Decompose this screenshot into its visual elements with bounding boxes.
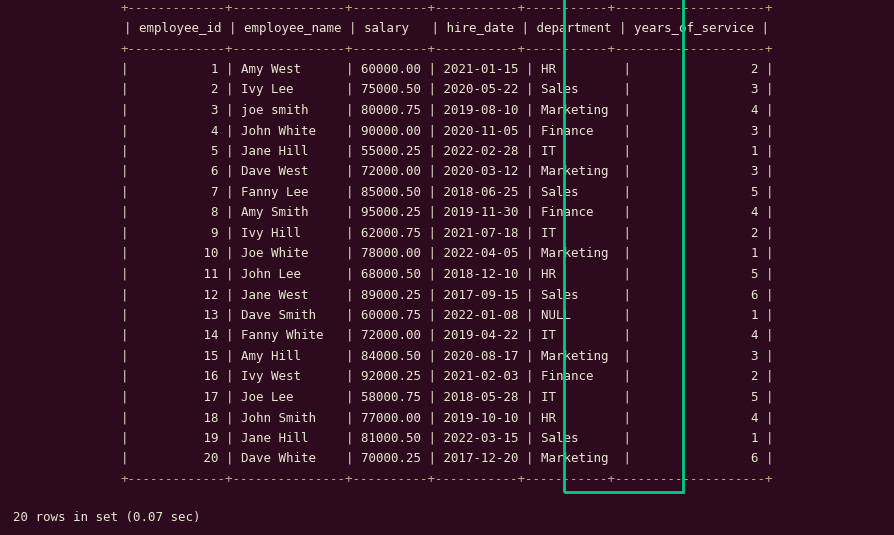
Text: |          12 | Jane West     | 89000.25 | 2017-09-15 | Sales      |            : | 12 | Jane West | 89000.25 | 2017-09-15… xyxy=(121,288,773,301)
Text: |           6 | Dave West     | 72000.00 | 2020-03-12 | Marketing  |            : | 6 | Dave West | 72000.00 | 2020-03-12 … xyxy=(121,165,773,179)
Text: |          15 | Amy Hill      | 84000.50 | 2020-08-17 | Marketing  |            : | 15 | Amy Hill | 84000.50 | 2020-08-17 … xyxy=(121,350,773,363)
Text: |           5 | Jane Hill     | 55000.25 | 2022-02-28 | IT         |            : | 5 | Jane Hill | 55000.25 | 2022-02-28 … xyxy=(121,145,773,158)
Text: |          14 | Fanny White   | 72000.00 | 2019-04-22 | IT         |            : | 14 | Fanny White | 72000.00 | 2019-04-… xyxy=(121,330,773,342)
Text: |          20 | Dave White    | 70000.25 | 2017-12-20 | Marketing  |            : | 20 | Dave White | 70000.25 | 2017-12-2… xyxy=(121,452,773,465)
Text: |           3 | joe smith     | 80000.75 | 2019-08-10 | Marketing  |            : | 3 | joe smith | 80000.75 | 2019-08-10 … xyxy=(121,104,773,117)
Text: |           8 | Amy Smith     | 95000.25 | 2019-11-30 | Finance    |            : | 8 | Amy Smith | 95000.25 | 2019-11-30 … xyxy=(121,207,773,219)
Text: +-------------+---------------+----------+-----------+-----------+--------------: +-------------+---------------+---------… xyxy=(121,42,773,56)
Text: |          17 | Joe Lee       | 58000.75 | 2018-05-28 | IT         |            : | 17 | Joe Lee | 58000.75 | 2018-05-28 |… xyxy=(121,391,773,404)
Text: |           4 | John White    | 90000.00 | 2020-11-05 | Finance    |            : | 4 | John White | 90000.00 | 2020-11-05… xyxy=(121,125,773,137)
Bar xyxy=(563,0,683,492)
Text: |          16 | Ivy West      | 92000.25 | 2021-02-03 | Finance    |            : | 16 | Ivy West | 92000.25 | 2021-02-03 … xyxy=(121,370,773,384)
Text: |          13 | Dave Smith    | 60000.75 | 2022-01-08 | NULL       |            : | 13 | Dave Smith | 60000.75 | 2022-01-0… xyxy=(121,309,773,322)
Text: +-------------+---------------+----------+-----------+-----------+--------------: +-------------+---------------+---------… xyxy=(121,2,773,14)
Text: |           2 | Ivy Lee       | 75000.50 | 2020-05-22 | Sales      |            : | 2 | Ivy Lee | 75000.50 | 2020-05-22 | … xyxy=(121,83,773,96)
Text: |           7 | Fanny Lee     | 85000.50 | 2018-06-25 | Sales      |            : | 7 | Fanny Lee | 85000.50 | 2018-06-25 … xyxy=(121,186,773,199)
Text: |           1 | Amy West      | 60000.00 | 2021-01-15 | HR         |            : | 1 | Amy West | 60000.00 | 2021-01-15 |… xyxy=(121,63,773,76)
Text: |          10 | Joe White     | 78000.00 | 2022-04-05 | Marketing  |            : | 10 | Joe White | 78000.00 | 2022-04-05… xyxy=(121,247,773,261)
Text: |          11 | John Lee      | 68000.50 | 2018-12-10 | HR         |            : | 11 | John Lee | 68000.50 | 2018-12-10 … xyxy=(121,268,773,281)
Text: |          18 | John Smith    | 77000.00 | 2019-10-10 | HR         |            : | 18 | John Smith | 77000.00 | 2019-10-1… xyxy=(121,411,773,424)
Text: |           9 | Ivy Hill      | 62000.75 | 2021-07-18 | IT         |            : | 9 | Ivy Hill | 62000.75 | 2021-07-18 |… xyxy=(121,227,773,240)
Text: +-------------+---------------+----------+-----------+-----------+--------------: +-------------+---------------+---------… xyxy=(121,473,773,486)
Text: | employee_id | employee_name | salary   | hire_date | department | years_of_ser: | employee_id | employee_name | salary |… xyxy=(124,22,770,35)
Text: 20 rows in set (0.07 sec): 20 rows in set (0.07 sec) xyxy=(13,511,201,524)
Text: |          19 | Jane Hill     | 81000.50 | 2022-03-15 | Sales      |            : | 19 | Jane Hill | 81000.50 | 2022-03-15… xyxy=(121,432,773,445)
